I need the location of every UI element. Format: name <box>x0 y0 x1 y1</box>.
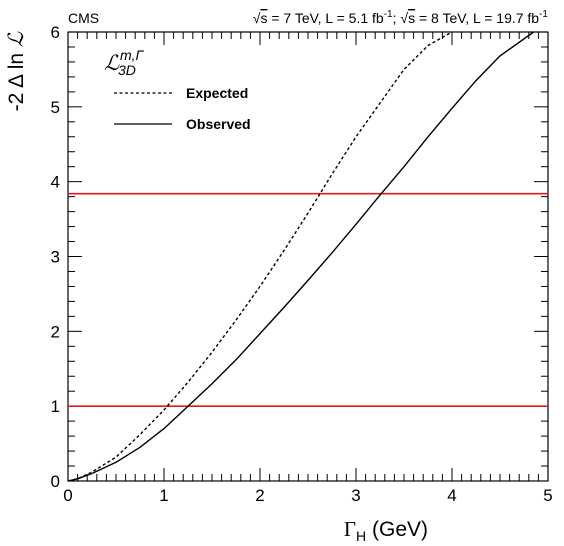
curves <box>67 31 535 482</box>
y-tick-label: 5 <box>51 98 60 117</box>
x-axis-title-rest: (GeV) <box>366 518 428 541</box>
curve-observed <box>67 31 535 482</box>
y-axis-title: -2 Δ ln ℒ <box>5 31 28 111</box>
y-tick-label: 3 <box>51 248 60 267</box>
x-tick-label: 0 <box>63 486 72 505</box>
y-axis-ticks: 0 1 2 3 4 5 6 <box>51 23 548 491</box>
x-tick-label: 4 <box>447 486 456 505</box>
legend-title-sup: m,Γ <box>120 47 145 63</box>
header-sep: ; <box>393 10 401 26</box>
svg-text:√s = 7 TeV, L = 5.1 fb-1; √s =: √s = 7 TeV, L = 5.1 fb-1; √s = 8 TeV, L … <box>253 9 549 26</box>
y-axis-title-symbol: ℒ <box>5 31 28 47</box>
x-axis-title-symbol: Γ <box>344 517 356 541</box>
y-tick-label: 1 <box>51 397 60 416</box>
y-tick-label: 2 <box>51 322 60 341</box>
plot-frame <box>67 31 549 482</box>
curve-expected <box>67 31 453 482</box>
sqrt-s-1: s <box>260 10 267 26</box>
legend-label-observed: Observed <box>186 116 251 132</box>
legend-title-symbol: ℒ <box>104 52 120 75</box>
y-tick-label: 6 <box>51 23 60 42</box>
y-tick-label: 4 <box>51 173 60 192</box>
sqrt-symbol-1: √ <box>253 10 261 26</box>
x-axis-title-sub: H <box>356 528 366 544</box>
legend-title-sub: 3D <box>118 62 136 78</box>
x-tick-label: 5 <box>543 486 552 505</box>
reference-lines <box>68 192 548 407</box>
energy-lumi-1: = 7 TeV, L = 5.1 fb <box>267 10 383 26</box>
sqrt-s-2: s <box>408 10 415 26</box>
sup-1: -1 <box>384 9 393 20</box>
svg-text:ℒ: ℒ <box>104 52 120 75</box>
x-tick-label: 3 <box>351 486 360 505</box>
y-axis-title-pre: -2 Δ ln <box>5 47 28 111</box>
sup-2: -1 <box>539 9 548 20</box>
x-tick-label: 1 <box>159 486 168 505</box>
legend: ℒ m,Γ 3D Expected Observed <box>104 47 251 132</box>
header-left: CMS <box>68 10 99 26</box>
header-right: √s = 7 TeV, L = 5.1 fb-1; √s = 8 TeV, L … <box>253 9 549 26</box>
energy-lumi-2: = 8 TeV, L = 19.7 fb <box>415 10 539 26</box>
x-axis-title: ΓH (GeV) <box>344 517 428 544</box>
legend-label-expected: Expected <box>186 85 248 101</box>
y-tick-label: 0 <box>51 472 60 491</box>
x-axis-ticks: 0 1 2 3 4 5 <box>63 32 553 505</box>
sqrt-symbol-2: √ <box>400 10 408 26</box>
x-tick-label: 2 <box>255 486 264 505</box>
